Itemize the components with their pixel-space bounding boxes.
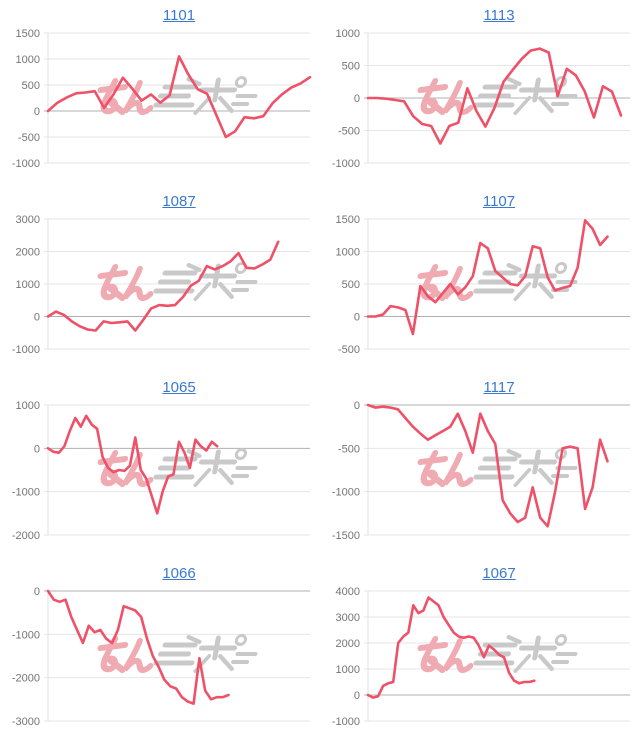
y-axis-tick-label: 1000 [336, 247, 360, 259]
line-chart-svg: 1000 500 0 -500 -1000 [332, 28, 630, 170]
y-axis-tick-label: -1000 [332, 716, 360, 728]
y-axis-tick-label: 4000 [336, 586, 360, 598]
y-axis-tick-label: -500 [338, 126, 360, 138]
y-axis-tick-label: 0 [34, 106, 40, 118]
line-chart-svg: 1500 1000 500 0 -500 [336, 214, 630, 356]
chart-card: 1067 4000 3000 2000 1000 0 -1000 [320, 558, 640, 744]
y-axis-tick-label: 3000 [16, 214, 40, 226]
watermark-logo-icon [97, 634, 258, 673]
y-axis-tick-label: -1000 [12, 344, 40, 356]
y-axis-tick-label: 2000 [16, 247, 40, 259]
y-axis-tick-label: 0 [354, 93, 360, 105]
y-axis-tick-label: -1000 [12, 487, 40, 499]
y-axis-tick-label: -2000 [12, 673, 40, 685]
series-line [366, 219, 609, 336]
y-axis-tick-label: -1000 [332, 487, 360, 499]
line-chart-svg: 3000 2000 1000 0 -1000 [12, 214, 310, 356]
chart-card: 1066 0 -1000 -2000 -3000 [0, 558, 320, 744]
chart-title-link[interactable]: 1117 [483, 379, 515, 396]
y-axis-tick-label: 500 [342, 279, 360, 291]
line-chart-svg: 4000 3000 2000 1000 0 -1000 [332, 586, 630, 728]
chart-title-link[interactable]: 1101 [162, 7, 196, 24]
chart-title-link[interactable]: 1113 [483, 7, 515, 24]
y-axis-tick-label: 1000 [16, 279, 40, 291]
y-axis-tick-label: -500 [338, 344, 360, 356]
series-line [366, 47, 623, 145]
chart-title-link[interactable]: 1067 [482, 565, 516, 582]
y-axis-tick-label: 1000 [16, 400, 40, 412]
y-axis-tick-label: 0 [34, 443, 40, 455]
series-line [46, 240, 280, 332]
y-axis-tick-label: 0 [34, 586, 40, 598]
y-axis-tick-label: 1000 [16, 54, 40, 66]
series-line [46, 589, 230, 705]
watermark-logo-icon [417, 76, 578, 115]
y-axis-tick-label: 500 [342, 61, 360, 73]
chart-title-link[interactable]: 1066 [162, 565, 196, 582]
series-line [366, 596, 536, 699]
chart-card: 1101 1500 1000 500 0 -500 -1000 [0, 0, 320, 186]
line-chart-svg: 0 -500 -1000 -1500 [332, 400, 630, 542]
chart-card: 1087 3000 2000 1000 0 -1000 [0, 186, 320, 372]
y-axis-tick-label: 1500 [336, 214, 360, 226]
line-chart-svg: 0 -1000 -2000 -3000 [12, 586, 310, 728]
y-axis-tick-label: 0 [354, 400, 360, 412]
chart-card: 1065 1000 0 -1000 -2000 [0, 372, 320, 558]
series-line [46, 55, 312, 139]
y-axis-tick-label: 2000 [336, 638, 360, 650]
y-axis-tick-label: 1000 [336, 664, 360, 676]
y-axis-tick-label: -2000 [12, 530, 40, 542]
y-axis-tick-label: -1500 [332, 530, 360, 542]
y-axis-tick-label: -1000 [332, 158, 360, 170]
y-axis-tick-label: -1000 [12, 158, 40, 170]
y-axis-tick-label: 3000 [336, 612, 360, 624]
chart-card: 1113 1000 500 0 -500 -1000 [320, 0, 640, 186]
line-chart-svg: 1000 0 -1000 -2000 [12, 400, 310, 542]
watermark-logo-icon [97, 262, 258, 301]
chart-title-link[interactable]: 1107 [482, 193, 516, 210]
y-axis-tick-label: -3000 [12, 716, 40, 728]
chart-title-link[interactable]: 1065 [162, 379, 196, 396]
y-axis-tick-label: 0 [354, 312, 360, 324]
y-axis-tick-label: -500 [338, 443, 360, 455]
series-line [366, 403, 609, 528]
chart-title-link[interactable]: 1087 [162, 193, 196, 210]
y-axis-tick-label: -500 [18, 132, 40, 144]
y-axis-tick-label: 0 [354, 690, 360, 702]
y-axis-tick-label: 1500 [16, 28, 40, 40]
chart-card: 1107 1500 1000 500 0 -500 [320, 186, 640, 372]
y-axis-tick-label: 1000 [336, 28, 360, 40]
chart-card: 1117 0 -500 -1000 -1500 [320, 372, 640, 558]
y-axis-tick-label: 500 [22, 80, 40, 92]
watermark-logo-icon [417, 448, 578, 487]
series-line [46, 414, 219, 515]
y-axis-tick-label: -1000 [12, 629, 40, 641]
y-axis-tick-label: 0 [34, 312, 40, 324]
line-chart-svg: 1500 1000 500 0 -500 -1000 [12, 28, 312, 170]
